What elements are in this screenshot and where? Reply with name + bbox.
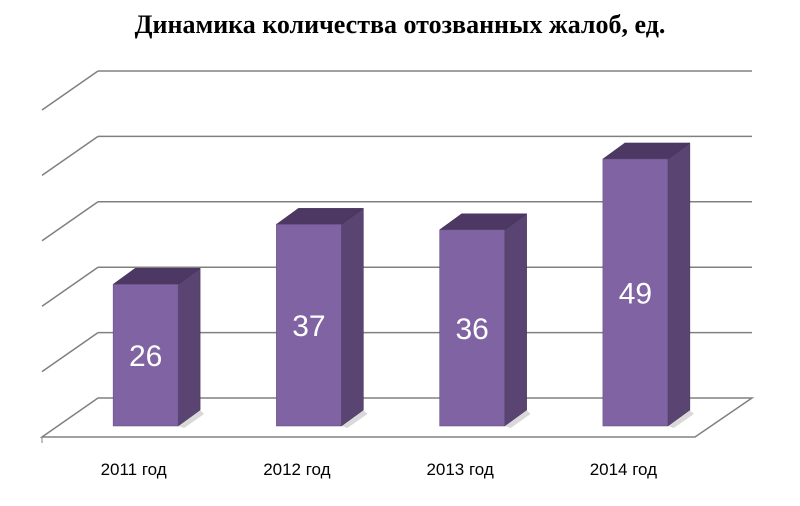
x-tick-label: 2011 год <box>101 460 167 479</box>
chart-floor <box>39 397 755 438</box>
bar-shadow <box>178 410 205 428</box>
data-label: 37 <box>292 310 325 343</box>
data-label: 36 <box>455 313 488 346</box>
x-axis-ticks: 2011 год 2012 год 2013 год 2014 год <box>101 460 658 479</box>
bar-side <box>504 213 527 427</box>
bar <box>602 158 669 427</box>
bar-side <box>177 267 201 427</box>
data-label: 49 <box>619 277 652 310</box>
data-label: 26 <box>129 340 162 373</box>
gridline-side <box>41 135 99 177</box>
bar <box>276 224 342 427</box>
bar-side <box>667 142 691 427</box>
x-tick-label: 2013 год <box>426 460 493 479</box>
data-labels: 26 37 36 49 <box>129 277 652 373</box>
x-tick-label: 2012 год <box>263 460 330 479</box>
gridline-side <box>41 331 99 373</box>
x-tick-label: 2014 год <box>590 460 657 479</box>
bar <box>112 284 179 427</box>
gridline-side <box>41 70 99 111</box>
bar-side <box>341 207 364 427</box>
bar-shadow <box>667 410 694 428</box>
bar-series <box>112 142 694 428</box>
bar-shadow <box>504 410 531 428</box>
gridlines <box>39 70 755 443</box>
gridline-side <box>41 266 99 307</box>
chart-title: Динамика количества отозванных жалоб, ед… <box>134 10 666 39</box>
bar-shadow <box>341 410 368 428</box>
bar <box>439 229 505 427</box>
gridline-side <box>41 201 99 242</box>
